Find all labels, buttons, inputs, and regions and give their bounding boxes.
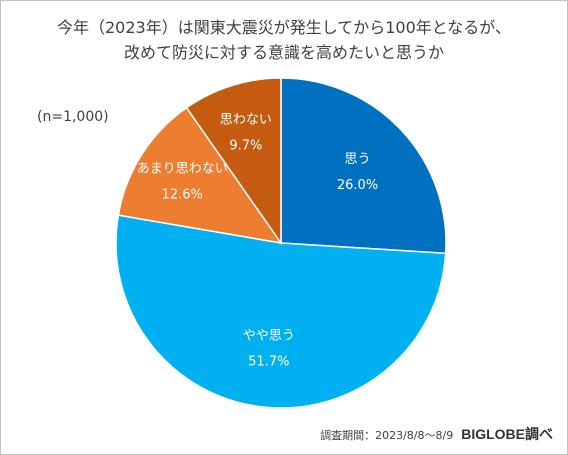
pie-slice-3 — [185, 77, 282, 246]
pie-slice-1 — [115, 214, 447, 409]
chart-title-line-2: 改めて防災に対する意識を高めたいと思うか — [123, 43, 444, 62]
slice-value-label-2: 12.6% — [162, 187, 203, 202]
pie-slice-2 — [117, 106, 283, 245]
chart-title: 今年（2023年）は関東大震災が発生してから100年となるが、 改めて防災に対す… — [1, 15, 567, 65]
sample-size-note: (n=1,000) — [37, 109, 109, 125]
slice-value-label-1: 51.7% — [248, 354, 289, 369]
pie-slice-0 — [280, 77, 447, 255]
source-brand: BIGLOBE調べ — [461, 426, 553, 442]
chart-footer: 調査期間：2023/8/8～8/9 BIGLOBE調べ — [320, 424, 553, 444]
chart-title-line-1: 今年（2023年）は関東大震災が発生してから100年となるが、 — [57, 18, 511, 37]
slice-category-label-1: やや思う — [243, 328, 295, 343]
slice-category-label-0: 思う — [345, 152, 371, 167]
slice-value-label-3: 9.7% — [229, 138, 262, 153]
survey-period: 調査期間：2023/8/8～8/9 — [320, 429, 454, 442]
slice-category-label-3: 思わない — [220, 112, 272, 127]
slice-category-label-2: あまり思わない — [137, 161, 228, 176]
slice-value-label-0: 26.0% — [337, 178, 378, 193]
